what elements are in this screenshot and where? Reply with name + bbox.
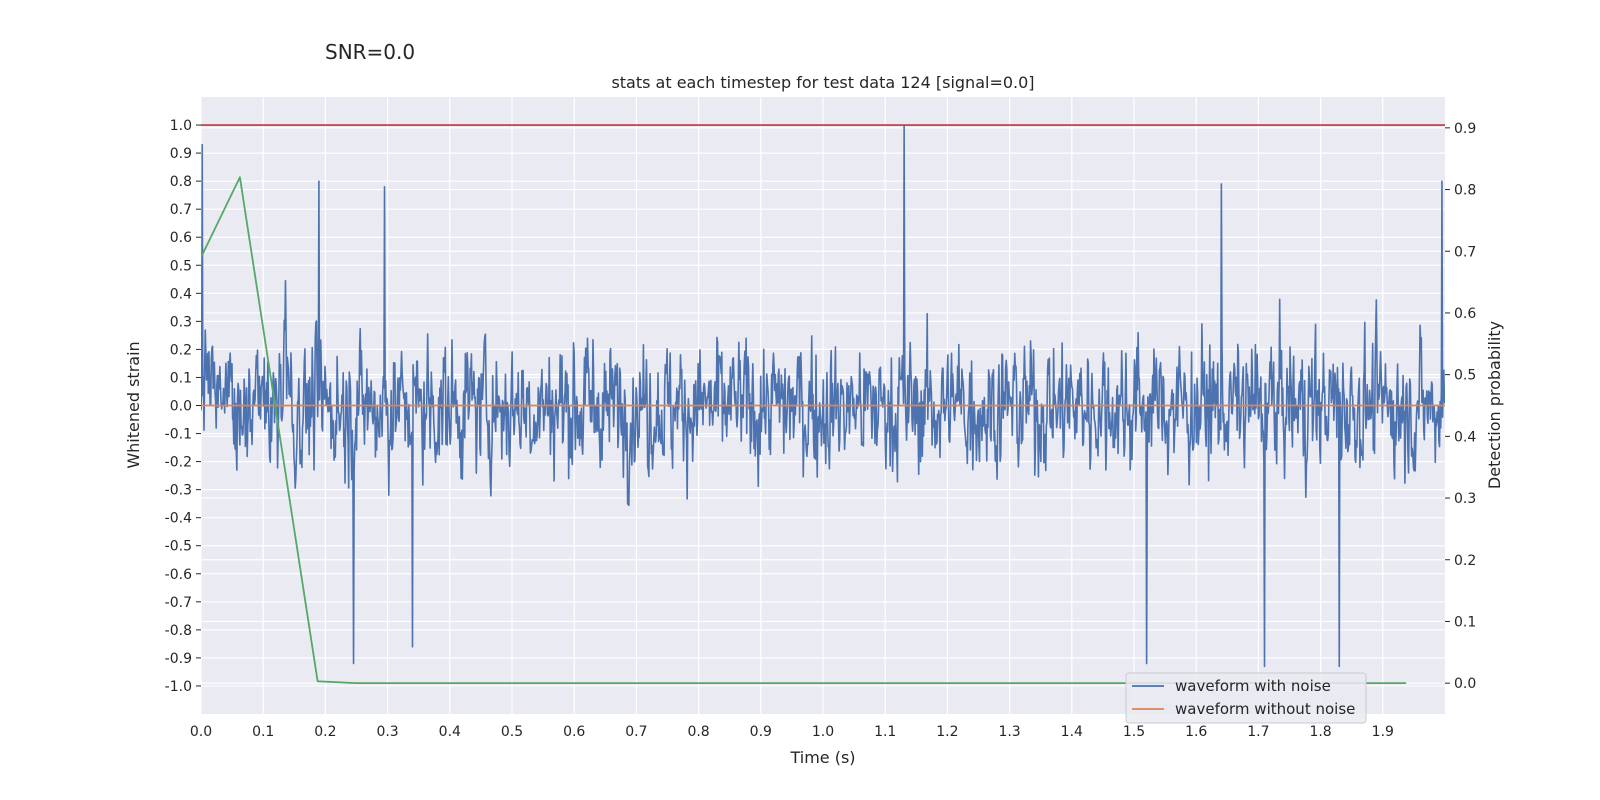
x-tick-label: 0.9 xyxy=(750,724,772,740)
y-tick-label: -0.4 xyxy=(165,511,192,527)
y2-tick-label: 0.6 xyxy=(1454,306,1476,322)
x-tick-label: 0.2 xyxy=(314,724,336,740)
y-axis-label: Whitened strain xyxy=(124,341,143,468)
y2-tick-label: 0.3 xyxy=(1454,491,1476,507)
x-tick-label: 0.0 xyxy=(190,724,212,740)
x-tick-label: 1.2 xyxy=(936,724,958,740)
series-detection-probability xyxy=(201,176,1407,685)
y-tick-label: -0.9 xyxy=(165,651,192,667)
y2-tick-label: 0.2 xyxy=(1454,553,1476,569)
legend-box xyxy=(1125,672,1367,724)
ticks: 0.0 0.1 0.2 0.3 0.4 0.5 0.6 0.7 0.8 0.9 1.0 1.1 1.2 1… xyxy=(165,118,1477,740)
x-tick-label: 1.8 xyxy=(1309,724,1331,740)
y-tick-label: 0.2 xyxy=(170,342,192,358)
y2-tick-label: 0.7 xyxy=(1454,244,1476,260)
legend: waveform with noise waveform without noi… xyxy=(1125,672,1367,724)
x-tick-label: 1.0 xyxy=(812,724,834,740)
series-layer xyxy=(201,124,1445,685)
y-tick-label: -1.0 xyxy=(165,679,192,695)
y-tick-label: 0.9 xyxy=(170,146,192,162)
y-tick-label: 1.0 xyxy=(170,118,192,134)
x-tick-label: 0.7 xyxy=(625,724,647,740)
y-tick-label: 0.1 xyxy=(170,370,192,386)
y-tick-label: 0.3 xyxy=(170,314,192,330)
y-tick-label: -0.6 xyxy=(165,567,192,583)
x-tick-label: 0.5 xyxy=(501,724,523,740)
x-tick-label: 0.4 xyxy=(439,724,461,740)
y-tick-label: -0.8 xyxy=(165,623,192,639)
y-tick-label: -0.5 xyxy=(165,539,192,555)
y2-axis-label: Detection probability xyxy=(1485,321,1504,489)
y-tick-label: -0.1 xyxy=(165,427,192,443)
series-waveform-with-noise xyxy=(201,124,1445,668)
x-tick-label: 0.6 xyxy=(563,724,585,740)
x-tick-label: 1.6 xyxy=(1185,724,1207,740)
y-tick-label: 0.5 xyxy=(170,258,192,274)
y-tick-label: 0.8 xyxy=(170,174,192,190)
x-tick-label: 1.9 xyxy=(1372,724,1394,740)
x-axis-label: Time (s) xyxy=(789,748,855,767)
chart-title: stats at each timestep for test data 124… xyxy=(611,73,1034,92)
y-tick-label: -0.2 xyxy=(165,455,192,471)
y-tick-label: 0.0 xyxy=(170,399,192,415)
x-tick-label: 0.1 xyxy=(252,724,274,740)
x-tick-label: 1.5 xyxy=(1123,724,1145,740)
y-tick-label: 0.7 xyxy=(170,202,192,218)
y2-tick-label: 0.0 xyxy=(1454,676,1476,692)
y2-tick-label: 0.1 xyxy=(1454,614,1476,630)
x-tick-label: 1.1 xyxy=(874,724,896,740)
y-tick-label: 0.4 xyxy=(170,286,192,302)
y-tick-label: 0.6 xyxy=(170,230,192,246)
y2-tick-label: 0.5 xyxy=(1454,368,1476,384)
y-tick-label: -0.3 xyxy=(165,483,192,499)
y2-tick-label: 0.4 xyxy=(1454,429,1476,445)
y2-tick-label: 0.8 xyxy=(1454,183,1476,199)
legend-label-clean: waveform without noise xyxy=(1175,700,1355,718)
y-tick-label: -0.7 xyxy=(165,595,192,611)
snr-title: SNR=0.0 xyxy=(325,40,416,64)
x-tick-label: 1.3 xyxy=(998,724,1020,740)
x-tick-label: 1.7 xyxy=(1247,724,1269,740)
x-tick-label: 0.8 xyxy=(687,724,709,740)
legend-label-noise: waveform with noise xyxy=(1175,677,1331,695)
x-tick-label: 0.3 xyxy=(376,724,398,740)
y2-tick-label: 0.9 xyxy=(1454,121,1476,137)
x-tick-label: 1.4 xyxy=(1061,724,1083,740)
